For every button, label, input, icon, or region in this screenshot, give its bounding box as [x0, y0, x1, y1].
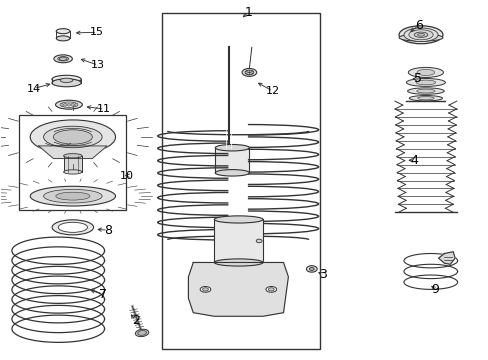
Ellipse shape — [135, 329, 148, 337]
Ellipse shape — [398, 34, 442, 41]
Ellipse shape — [58, 57, 68, 61]
Ellipse shape — [215, 170, 249, 176]
Ellipse shape — [30, 120, 115, 154]
Ellipse shape — [256, 239, 262, 243]
Ellipse shape — [214, 216, 263, 223]
Ellipse shape — [309, 267, 314, 270]
Ellipse shape — [53, 130, 92, 144]
Ellipse shape — [30, 186, 115, 206]
Ellipse shape — [416, 69, 434, 76]
Ellipse shape — [43, 126, 102, 148]
Bar — [19, 116, 125, 211]
Text: 9: 9 — [431, 283, 439, 296]
Text: 5: 5 — [413, 72, 421, 85]
Ellipse shape — [58, 222, 87, 232]
Ellipse shape — [60, 103, 63, 106]
Ellipse shape — [60, 78, 73, 82]
Ellipse shape — [200, 287, 210, 292]
Ellipse shape — [52, 220, 93, 235]
Polygon shape — [39, 146, 107, 158]
Ellipse shape — [306, 266, 317, 272]
Text: 13: 13 — [91, 60, 105, 70]
Text: 8: 8 — [104, 224, 112, 237]
Ellipse shape — [43, 189, 102, 203]
Ellipse shape — [408, 95, 442, 101]
Ellipse shape — [407, 88, 443, 94]
Bar — [215, 148, 249, 173]
Polygon shape — [438, 252, 454, 264]
Ellipse shape — [63, 103, 67, 106]
Ellipse shape — [52, 79, 81, 87]
Ellipse shape — [406, 78, 445, 86]
Ellipse shape — [56, 36, 70, 41]
Ellipse shape — [63, 170, 82, 174]
Ellipse shape — [52, 75, 81, 83]
Ellipse shape — [416, 89, 434, 93]
Ellipse shape — [407, 67, 443, 77]
Text: 12: 12 — [265, 86, 279, 96]
Text: 2: 2 — [132, 314, 140, 327]
Text: 7: 7 — [99, 288, 107, 301]
Bar — [214, 220, 263, 262]
Text: 10: 10 — [119, 171, 133, 181]
Ellipse shape — [398, 26, 442, 44]
Ellipse shape — [415, 80, 435, 85]
Ellipse shape — [417, 96, 433, 100]
Ellipse shape — [215, 144, 249, 151]
Ellipse shape — [138, 330, 146, 335]
Ellipse shape — [242, 68, 256, 76]
Ellipse shape — [214, 259, 263, 266]
Text: 11: 11 — [97, 104, 111, 114]
Ellipse shape — [54, 55, 72, 63]
Ellipse shape — [413, 32, 427, 37]
Text: 4: 4 — [409, 154, 417, 167]
Bar — [161, 13, 320, 348]
Ellipse shape — [268, 288, 274, 291]
Text: 3: 3 — [318, 268, 326, 281]
Ellipse shape — [244, 70, 253, 75]
Text: 15: 15 — [90, 27, 104, 37]
Ellipse shape — [56, 100, 82, 109]
Ellipse shape — [202, 288, 208, 291]
Ellipse shape — [408, 30, 432, 40]
Polygon shape — [188, 262, 288, 316]
Text: 14: 14 — [27, 84, 41, 94]
Ellipse shape — [417, 33, 424, 36]
Ellipse shape — [56, 192, 90, 200]
Ellipse shape — [265, 287, 276, 292]
Text: 6: 6 — [414, 19, 422, 32]
Ellipse shape — [403, 28, 437, 41]
Ellipse shape — [67, 103, 71, 106]
Ellipse shape — [63, 154, 82, 158]
Ellipse shape — [59, 57, 67, 60]
Ellipse shape — [56, 29, 70, 34]
Text: 1: 1 — [244, 6, 252, 19]
Ellipse shape — [74, 103, 78, 106]
Bar — [63, 156, 82, 172]
Ellipse shape — [71, 103, 74, 106]
Ellipse shape — [61, 102, 77, 107]
